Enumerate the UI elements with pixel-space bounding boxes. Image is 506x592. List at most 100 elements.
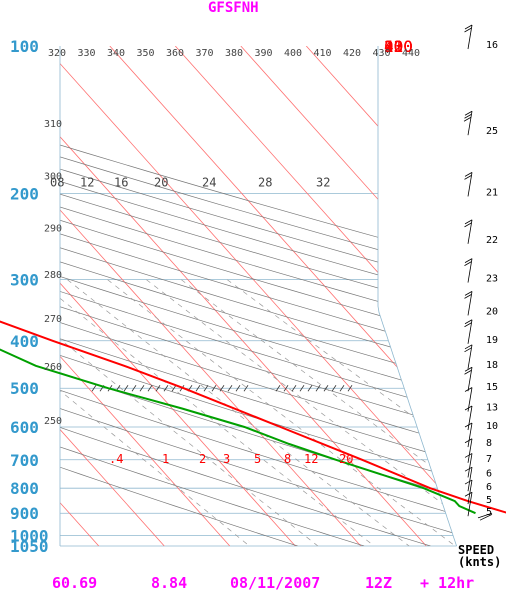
isotherm-40 [240, 46, 457, 546]
wind-barb-flag [464, 319, 473, 325]
theta-label: 440 [402, 48, 420, 59]
wind-speed-label: 21 [486, 187, 498, 198]
speed-units-label: (knts) [458, 555, 502, 569]
wind-speed-label: 6 [486, 468, 492, 479]
dry-adiabat-270 [60, 46, 431, 546]
wind-barb-flag [464, 347, 472, 353]
pressure-label-500: 500 [10, 379, 39, 398]
isotherm-10 [60, 46, 457, 546]
isotherm--40 [60, 46, 165, 546]
speed-label: SPEED [458, 543, 495, 557]
hatch-mark [163, 385, 169, 392]
isotherm-right-label: 20 [384, 37, 403, 56]
theta-label: 310 [44, 119, 62, 130]
wind-barb-staff [467, 467, 473, 492]
wind-barb [464, 422, 473, 448]
wind-barb-flag [464, 258, 473, 263]
theta-label: 290 [44, 224, 62, 235]
pressure-label-200: 200 [10, 184, 39, 203]
theta-label: 380 [225, 48, 243, 59]
wind-barb-staff [467, 111, 473, 136]
wind-barb-staff [467, 319, 473, 344]
wind-barb-flag [464, 422, 473, 428]
wind-barb-staff [479, 514, 493, 521]
wind-barb [464, 479, 473, 505]
wind-barb [464, 219, 473, 244]
hatch-mark [331, 385, 337, 392]
sounding-profiles [0, 320, 506, 515]
theta-label: 360 [166, 48, 184, 59]
dry-adiabat-340 [60, 46, 457, 546]
hatch-mark [227, 385, 233, 392]
wind-barbs: 16 25 21 22 23 20 19 18 15 13 10 8 7 6 6 55 [463, 24, 498, 521]
hatch-mark [315, 385, 321, 392]
hatch-mark [203, 385, 209, 392]
dry-adiabat-310 [60, 46, 457, 546]
pressure-label-400: 400 [10, 332, 39, 351]
right-boundary [377, 46, 457, 547]
wind-speed-label: 8 [486, 438, 492, 449]
mixing-ratio-label-lower: 5 [254, 452, 261, 466]
wind-speed-label: 20 [486, 306, 498, 317]
wind-barb-staff [477, 512, 493, 519]
isotherm-right-label: 10 [384, 37, 403, 56]
theta-label: 370 [196, 48, 214, 59]
wind-barb-flag [464, 219, 473, 225]
wind-barb [464, 491, 473, 517]
wind-barb-flag [464, 387, 473, 392]
hatch-mark [235, 385, 241, 392]
dry-adiabat-280 [60, 46, 457, 546]
wind-barb-staff [467, 480, 473, 505]
dry-adiabat-350 [60, 46, 457, 546]
temperature-profile [0, 320, 506, 514]
mixing-ratio-label-upper: 12 [80, 175, 94, 189]
hatch-mark [195, 385, 201, 392]
theta-label: 410 [314, 48, 332, 59]
mixing-ratio-label-lower: 20 [339, 452, 353, 466]
isotherm-right-label: -20 [384, 37, 413, 56]
theta-label: 430 [373, 48, 391, 59]
isotherm--60 [0, 46, 33, 546]
mixing-ratio-line-20 [226, 279, 457, 546]
wind-speed-label: 15 [486, 382, 498, 393]
freezing-level-hatch [91, 385, 353, 392]
hatch-mark [307, 385, 313, 392]
hatch-mark [131, 385, 137, 392]
footer-value-1: 60.69 [52, 574, 98, 592]
theta-label: 400 [284, 48, 302, 59]
wind-barb-flag [464, 175, 472, 180]
hatch-mark [211, 385, 217, 392]
isotherm-right-label: 40 [384, 37, 403, 56]
wind-barb-flag [464, 172, 473, 177]
wind-barb [464, 405, 473, 431]
dry-adiabat-460 [60, 46, 457, 546]
wind-barb-flag [464, 344, 473, 350]
chart-title: GFSFNH [208, 0, 259, 16]
wind-barb-flag [464, 369, 472, 375]
mixing-ratio-label-lower: 2 [199, 452, 206, 466]
wind-barb-staff [467, 492, 473, 517]
dry-adiabat-390 [60, 46, 457, 546]
wind-barb [464, 344, 473, 369]
theta-label: 420 [343, 48, 361, 59]
theta-label: 250 [44, 416, 62, 427]
isotherm-0 [60, 46, 427, 546]
wind-speed-label: 5 [486, 495, 492, 506]
mixing-ratio-line-5 [107, 279, 456, 546]
hatch-mark [299, 385, 305, 392]
theta-label: 350 [137, 48, 155, 59]
isotherm-50 [305, 46, 457, 546]
mixing-ratio-label-upper: 28 [258, 175, 272, 189]
mixing-ratio-label-lower: 8 [284, 452, 291, 466]
theta-label: 280 [44, 270, 62, 281]
wind-barb [464, 438, 473, 463]
mixing-ratio-label-upper: 24 [202, 175, 216, 189]
theta-label: 330 [78, 48, 96, 59]
mixing-ratio-label-upper: 20 [154, 175, 168, 189]
wind-barb-flag [464, 291, 473, 296]
isotherm--10 [60, 46, 362, 546]
wind-barb-flag [464, 27, 472, 33]
footer-value-2: 8.84 [151, 574, 188, 592]
wind-barb [464, 453, 473, 478]
pressure-label-800: 800 [10, 479, 39, 498]
